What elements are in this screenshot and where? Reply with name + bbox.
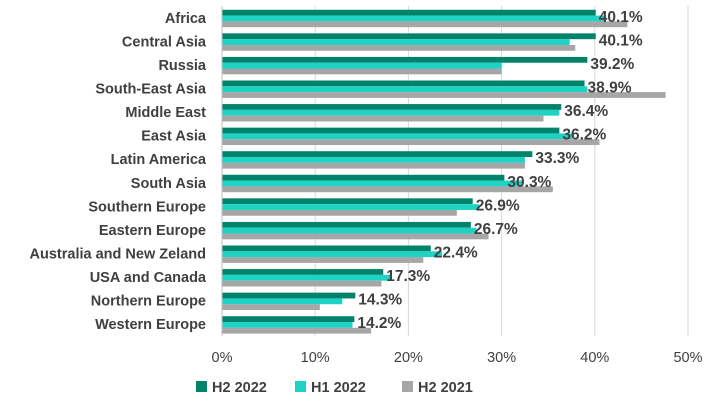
bar-h1-2022 — [222, 86, 588, 93]
bar-h2-2022 — [222, 151, 533, 158]
x-tick-label: 40% — [580, 350, 609, 366]
bar-h2-2021 — [222, 115, 544, 122]
category-label: South Asia — [131, 176, 207, 192]
bar-h2-2022 — [222, 198, 473, 205]
data-label: 30.3% — [507, 174, 551, 191]
bar-h2-2022 — [222, 104, 562, 110]
data-label: 14.2% — [357, 315, 401, 332]
data-label: 26.9% — [476, 197, 520, 214]
legend-label: H2 2022 — [212, 380, 267, 396]
bar-h2-2021 — [222, 92, 666, 98]
category-labels: Africa Central Asia Russia South-East Asia M… — [30, 11, 207, 333]
data-label: 14.3% — [358, 292, 402, 309]
bar-h2-2021 — [222, 186, 553, 193]
legend-swatch — [402, 381, 413, 392]
bar-h2-2022 — [222, 127, 560, 134]
bar-h1-2022 — [222, 133, 573, 140]
x-tick-label: 30% — [487, 350, 516, 366]
bar-h2-2022 — [222, 174, 505, 181]
bar-h2-2022 — [222, 245, 431, 252]
x-tick-label: 10% — [301, 350, 330, 366]
bar-h1-2022 — [222, 227, 477, 234]
data-label: 36.2% — [562, 127, 606, 144]
bar-h2-2022 — [222, 269, 384, 275]
bar-h1-2022 — [222, 322, 353, 328]
bar-h2-2021 — [222, 162, 525, 169]
legend-swatch — [196, 381, 207, 392]
category-label: Middle East — [125, 105, 206, 121]
bar-h2-2021 — [222, 304, 320, 311]
bar-h2-2022 — [222, 80, 585, 87]
data-label: 38.9% — [588, 80, 632, 97]
category-label: Australia and New Zeland — [30, 247, 206, 263]
bar-h1-2022 — [222, 39, 570, 45]
legend-label: H2 2021 — [418, 380, 473, 396]
bar-h1-2022 — [222, 109, 560, 116]
bars — [222, 9, 666, 334]
bar-h2-2022 — [222, 292, 356, 299]
data-labels: 40.1% 40.1% 39.2% 38.9% 36.4% 36.2% 33.3% 30.3%… — [357, 9, 643, 332]
bar-h2-2021 — [222, 21, 628, 28]
data-label: 26.7% — [474, 221, 518, 238]
bar-h1-2022 — [222, 274, 392, 281]
category-label: Central Asia — [122, 34, 207, 50]
bar-h2-2021 — [222, 68, 502, 75]
x-tick-label: 0% — [212, 350, 233, 366]
category-label: Russia — [158, 58, 206, 74]
bar-h2-2021 — [222, 257, 424, 263]
bar-h2-2021 — [222, 280, 382, 287]
legend-label: H1 2022 — [311, 380, 366, 396]
bar-h1-2022 — [222, 62, 502, 69]
category-label: Southern Europe — [88, 199, 206, 215]
bar-h1-2022 — [222, 204, 480, 210]
category-label: Northern Europe — [91, 294, 206, 310]
data-label: 33.3% — [535, 150, 579, 167]
bar-h2-2022 — [222, 9, 596, 16]
data-label: 22.4% — [434, 245, 478, 262]
bar-h1-2022 — [222, 157, 525, 163]
x-tick-label: 50% — [673, 350, 702, 366]
data-label: 17.3% — [386, 268, 430, 285]
bar-h2-2022 — [222, 33, 596, 40]
bar-h1-2022 — [222, 15, 606, 22]
bar-h2-2022 — [222, 56, 588, 63]
category-label: USA and Canada — [90, 270, 207, 286]
bar-h2-2021 — [222, 139, 600, 146]
bar-h1-2022 — [222, 298, 343, 305]
category-label: Eastern Europe — [99, 223, 206, 239]
data-label: 40.1% — [599, 32, 643, 49]
bar-h2-2021 — [222, 44, 576, 51]
legend: H2 2022 H1 2022 H2 2021 — [196, 380, 473, 396]
legend-swatch — [295, 381, 306, 392]
category-label: Western Europe — [95, 317, 206, 333]
data-label: 39.2% — [590, 56, 634, 73]
category-label: Africa — [165, 11, 207, 27]
bar-h2-2021 — [222, 233, 489, 240]
category-label: East Asia — [141, 129, 207, 145]
data-label: 40.1% — [599, 9, 643, 26]
bar-h2-2022 — [222, 316, 355, 323]
bar-h2-2021 — [222, 327, 372, 334]
category-label: Latin America — [111, 152, 207, 168]
category-label: South-East Asia — [95, 82, 207, 98]
data-label: 36.4% — [564, 103, 608, 120]
bar-h1-2022 — [222, 180, 523, 187]
bar-h2-2021 — [222, 209, 457, 216]
bar-h2-2022 — [222, 221, 471, 228]
x-axis-tick-labels: 0% 10% 20% 30% 40% 50% — [212, 350, 703, 366]
x-tick-label: 20% — [394, 350, 423, 366]
bar-h1-2022 — [222, 251, 442, 258]
